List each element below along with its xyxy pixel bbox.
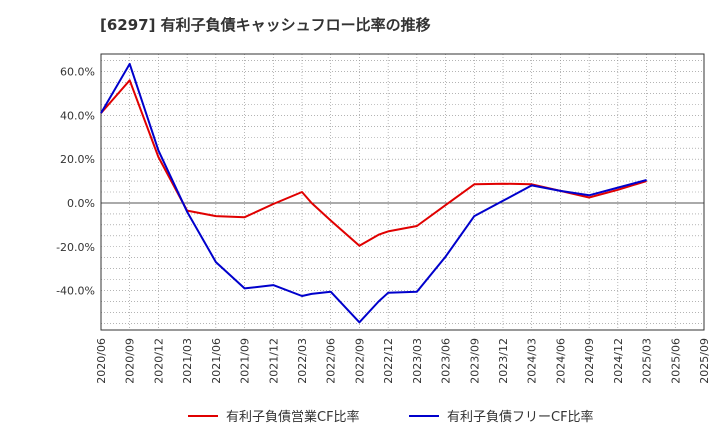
x-tick-label: 2022/09 bbox=[353, 338, 366, 384]
x-tick-label: 2024/03 bbox=[526, 338, 539, 384]
x-tick-label: 2020/12 bbox=[152, 338, 165, 384]
x-tick-label: 2023/12 bbox=[497, 338, 510, 384]
series-lines bbox=[100, 62, 647, 324]
x-tick-label: 2021/09 bbox=[239, 338, 252, 384]
x-tick-label: 2022/12 bbox=[382, 338, 395, 384]
axes: 60.0% 40.0% 20.0% 0.0% -20.0% -40.0% 2020/06 20… bbox=[56, 53, 711, 384]
x-tick-label: 2023/03 bbox=[411, 338, 424, 384]
x-tick-label: 2023/06 bbox=[440, 338, 453, 384]
chart-title: [6297] 有利子負債キャッシュフロー比率の推移 bbox=[100, 16, 431, 34]
legend-label-2: 有利子負債フリーCF比率 bbox=[447, 409, 594, 425]
y-tick-label: 40.0% bbox=[60, 109, 95, 122]
legend: 有利子負債営業CF比率 有利子負債フリーCF比率 bbox=[188, 409, 594, 425]
x-tick-label: 2022/03 bbox=[296, 338, 309, 384]
y-tick-label: 20.0% bbox=[60, 153, 95, 166]
x-tick-label: 2024/12 bbox=[612, 338, 625, 384]
x-tick-label: 2024/09 bbox=[583, 338, 596, 384]
series-line-2 bbox=[100, 62, 647, 324]
y-tick-label: -40.0% bbox=[56, 285, 95, 298]
y-tick-label: 60.0% bbox=[60, 66, 95, 79]
legend-label-1: 有利子負債営業CF比率 bbox=[226, 409, 360, 425]
x-tick-label: 2025/09 bbox=[698, 338, 711, 384]
x-tick-label: 2022/06 bbox=[325, 338, 338, 384]
x-tick-label: 2021/06 bbox=[210, 338, 223, 384]
x-tick-label: 2023/09 bbox=[468, 338, 481, 384]
x-tick-label: 2025/06 bbox=[669, 338, 682, 384]
y-tick-label: 0.0% bbox=[67, 197, 95, 210]
x-tick-label: 2021/03 bbox=[181, 338, 194, 384]
x-tick-label: 2020/06 bbox=[95, 338, 108, 384]
x-tick-label: 2024/06 bbox=[554, 338, 567, 384]
x-tick-label: 2021/12 bbox=[267, 338, 280, 384]
x-tick-label: 2020/09 bbox=[124, 338, 137, 384]
x-tick-label: 2025/03 bbox=[641, 338, 654, 384]
plot-frame bbox=[100, 53, 705, 331]
y-tick-label: -20.0% bbox=[56, 241, 95, 254]
